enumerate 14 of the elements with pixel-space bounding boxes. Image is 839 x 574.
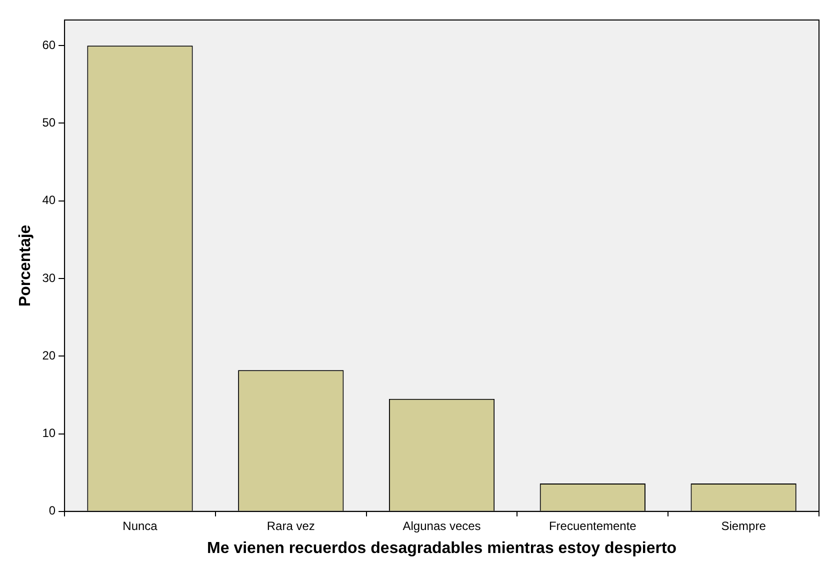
x-tick-label: Rara vez — [266, 518, 315, 533]
y-tick-label: 60 — [42, 38, 56, 52]
y-tick-label: 40 — [42, 193, 56, 208]
x-tick-label: Frecuentemente — [548, 518, 637, 533]
x-tick-label: Siempre — [721, 518, 766, 533]
y-axis-title: Porcentaje — [17, 224, 34, 307]
y-tick-label: 50 — [42, 116, 56, 130]
y-tick-label: 10 — [42, 426, 56, 440]
y-tick-label: 0 — [48, 504, 56, 518]
y-tick-label: 20 — [42, 348, 56, 362]
x-axis-title: Me vienen recuerdos desagradables mientras estoy despierto — [207, 540, 677, 557]
y-tick-label: 30 — [42, 270, 56, 285]
x-tick-label: Algunas veces — [402, 518, 481, 533]
x-tick-label: Nunca — [122, 518, 158, 533]
